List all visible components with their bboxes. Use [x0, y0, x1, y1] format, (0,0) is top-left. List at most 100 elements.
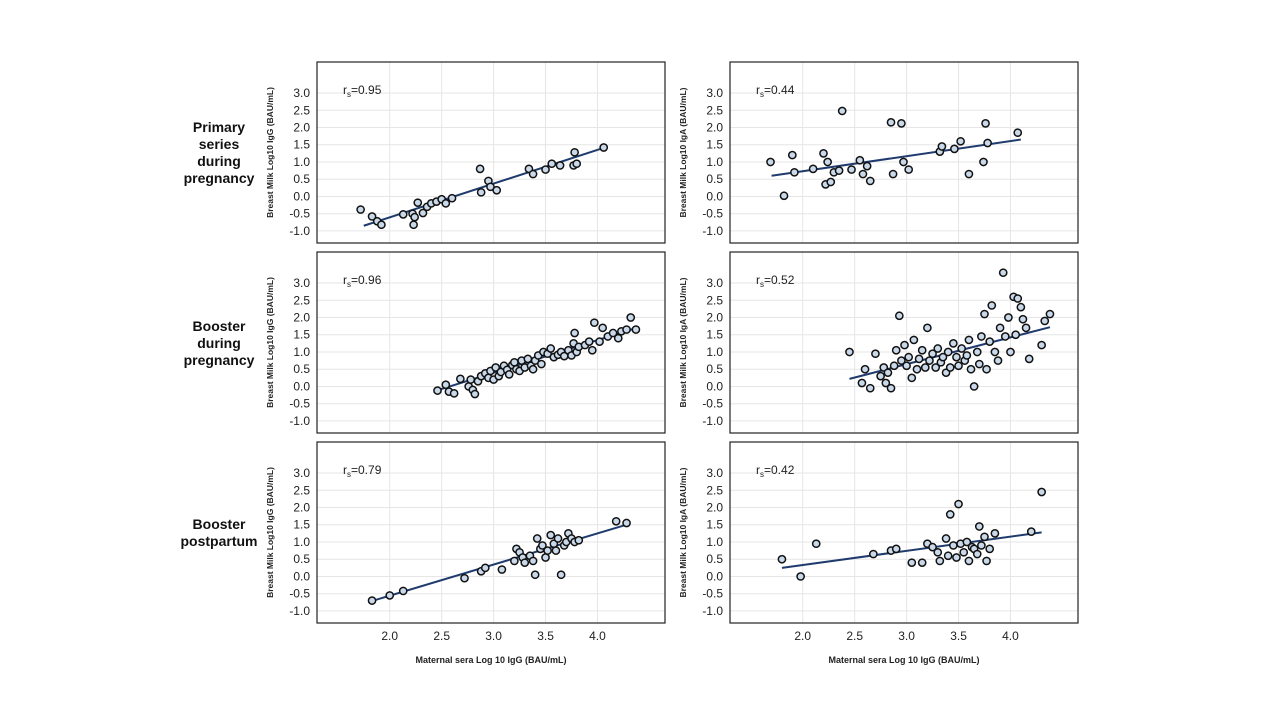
data-point [528, 169, 538, 179]
scatter-panel: -1.0 -0.5 0.0 0.5 1.0 1.5 2.0 2.5 3.0 Breast Milk… [678, 61, 1079, 244]
data-point [510, 556, 519, 566]
data-point [538, 541, 547, 550]
y-tick-label: 0.0 [706, 379, 723, 393]
y-tick-label: 0.0 [706, 569, 723, 583]
correlation-annotation: rs=0.52 [756, 273, 795, 289]
data-point [871, 349, 880, 359]
data-point [943, 551, 953, 561]
panel-background [317, 62, 665, 243]
row-label-primary-series: Primary series during pregnancy [183, 119, 255, 186]
data-point [1018, 314, 1028, 324]
data-point [985, 337, 995, 346]
panel-background [730, 62, 1078, 243]
data-point [990, 529, 1000, 538]
data-point [1013, 128, 1023, 138]
correlation-annotation: rs=0.42 [756, 463, 795, 479]
x-tick-label: 4.0 [1002, 629, 1019, 643]
data-point [834, 166, 844, 175]
data-point [1024, 354, 1034, 364]
data-point [441, 380, 451, 390]
y-tick-label: -0.5 [702, 207, 723, 221]
data-point [865, 176, 875, 186]
data-point [945, 510, 955, 519]
y-axis-label: Breast Milk Log10 IgG (BAU/mL) [265, 467, 275, 598]
data-point [367, 212, 377, 221]
y-tick-label: -0.5 [289, 397, 310, 411]
panel-frame [316, 251, 666, 434]
data-point [900, 340, 909, 350]
x-tick-label: 3.5 [950, 629, 967, 643]
data-point [460, 573, 469, 583]
data-point [894, 311, 904, 321]
data-point [891, 544, 901, 554]
data-point [1011, 330, 1021, 340]
y-tick-label: -1.0 [289, 414, 310, 428]
data-point [598, 323, 608, 333]
x-axis-title: Maternal sera Log 10 IgG (BAU/mL) [415, 655, 566, 665]
data-point [1021, 323, 1031, 333]
data-point [987, 301, 997, 310]
y-tick-label: 0.5 [293, 552, 310, 566]
correlation-annotation: rs=0.95 [343, 83, 382, 99]
data-point [622, 518, 631, 528]
x-tick-label: 3.0 [485, 629, 502, 643]
data-point [447, 193, 457, 203]
data-point [985, 544, 995, 554]
data-point [523, 354, 533, 364]
data-point [530, 570, 540, 580]
y-tick-label: 3.0 [293, 466, 310, 480]
data-point [993, 356, 1003, 365]
data-point [766, 157, 775, 167]
y-tick-label: 3.0 [293, 86, 310, 100]
y-tick-label: 0.5 [293, 362, 310, 376]
y-tick-label: -1.0 [702, 604, 723, 618]
data-point [969, 382, 979, 391]
data-point [948, 339, 958, 348]
data-point [626, 313, 636, 322]
y-tick-label: 2.5 [706, 483, 723, 497]
y-tick-label: 1.0 [293, 345, 310, 359]
y-tick-label: 2.0 [706, 311, 723, 325]
data-point [541, 165, 550, 174]
data-point [982, 364, 991, 374]
panel-frame [729, 251, 1079, 434]
data-point [860, 364, 870, 374]
data-point [943, 347, 953, 357]
data-point [869, 549, 878, 559]
data-point [537, 359, 546, 369]
y-tick-label: 3.0 [706, 276, 723, 290]
data-point [441, 199, 451, 208]
data-point [808, 164, 818, 174]
data-point [787, 150, 797, 160]
data-point [883, 368, 893, 378]
y-tick-label: 0.5 [706, 552, 723, 566]
y-tick-label: 2.5 [293, 483, 310, 497]
data-point [928, 349, 937, 359]
data-point [990, 347, 1000, 357]
data-point [948, 541, 958, 550]
y-tick-label: 2.5 [706, 293, 723, 307]
correlation-annotation: rs=0.79 [343, 463, 382, 479]
data-point [622, 325, 631, 334]
data-point [995, 323, 1005, 333]
y-tick-label: -0.5 [289, 207, 310, 221]
scatter-panel: -1.0 -0.5 0.0 0.5 1.0 1.5 2.0 2.5 3.0 Breast Milk… [678, 251, 1079, 434]
data-point [891, 345, 901, 355]
data-point [1037, 487, 1046, 497]
y-axis-label: Breast Milk Log10 IgA (BAU/mL) [678, 277, 688, 407]
data-point [952, 553, 961, 562]
data-point [587, 345, 597, 355]
data-point [907, 373, 917, 383]
x-tick-label: 2.0 [381, 629, 398, 643]
data-point [881, 378, 891, 388]
y-tick-label: 2.0 [706, 501, 723, 515]
data-point [974, 522, 984, 531]
data-point [398, 586, 408, 596]
data-point [928, 542, 937, 552]
data-point [541, 553, 550, 562]
data-point [920, 363, 930, 372]
y-tick-label: 1.0 [706, 155, 723, 169]
data-point [497, 565, 507, 574]
data-point [492, 185, 502, 195]
data-point [779, 191, 789, 201]
